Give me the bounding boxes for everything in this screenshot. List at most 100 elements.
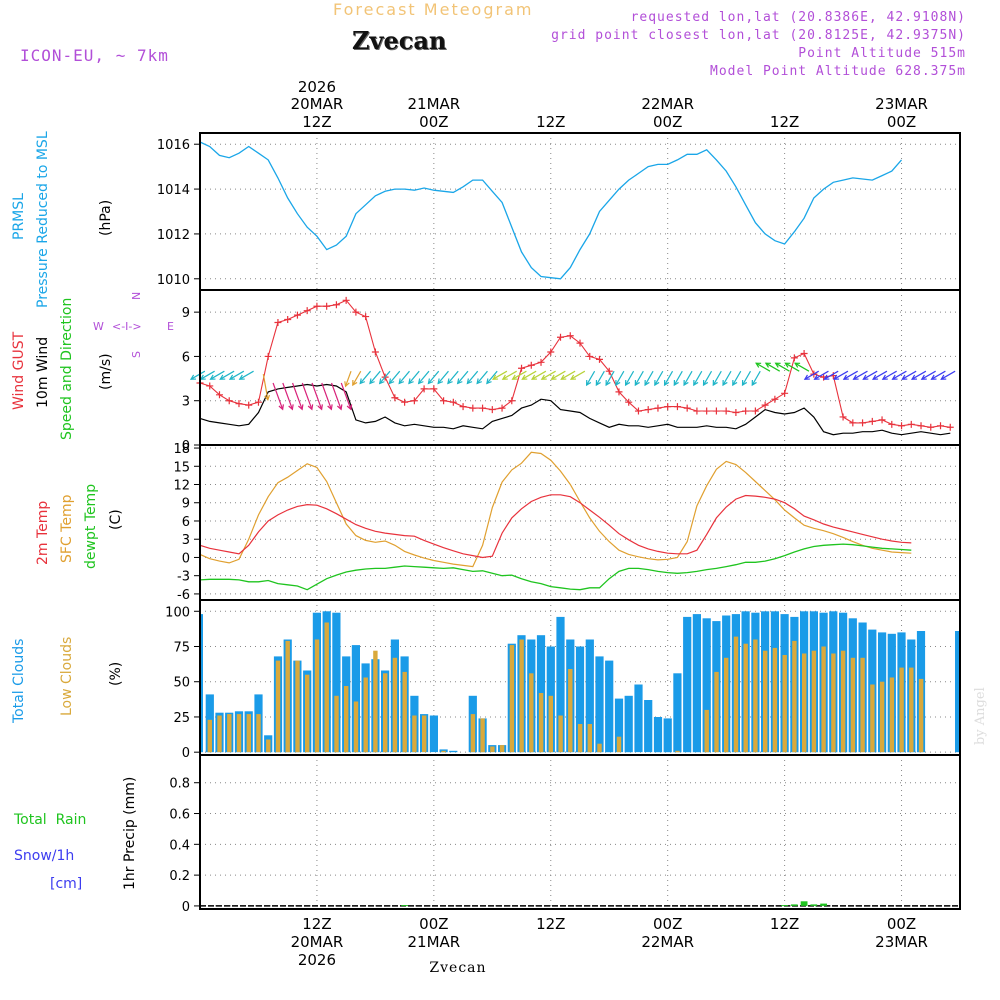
wind-arrow-head bbox=[794, 362, 801, 368]
wind-arrow bbox=[921, 370, 936, 380]
low-cloud-bar bbox=[227, 714, 232, 753]
gust-marker bbox=[508, 397, 516, 405]
y-tick-label: 3 bbox=[182, 395, 190, 410]
wind-arrow bbox=[321, 382, 332, 410]
low-cloud-bar bbox=[373, 650, 378, 753]
wind-arrow-head bbox=[784, 362, 791, 368]
model-point-altitude: Model Point Altitude 628.375m bbox=[710, 64, 966, 79]
total-cloud-bar bbox=[614, 698, 624, 753]
gust-marker bbox=[459, 403, 467, 411]
gust-marker bbox=[868, 417, 876, 425]
low-cloud-bar bbox=[334, 695, 339, 753]
wind-arrow-head bbox=[683, 380, 689, 387]
low-cloud-bar bbox=[412, 715, 417, 753]
gust-marker bbox=[927, 423, 935, 431]
low-cloud-bar bbox=[509, 645, 515, 753]
wind-arrow-head bbox=[378, 378, 385, 385]
low-cloud-bar bbox=[802, 653, 807, 753]
gust-marker bbox=[352, 308, 360, 316]
gust-marker bbox=[742, 407, 750, 415]
wind-arrow-head bbox=[398, 378, 405, 385]
wind-arrow-head bbox=[930, 374, 937, 380]
wind-arrow-head bbox=[346, 404, 353, 411]
wind-arrow-head bbox=[862, 374, 869, 380]
wind-arrow bbox=[654, 370, 664, 386]
pressure-desc-label: Pressure Reduced to MSL bbox=[35, 131, 51, 308]
bottom-time-date: 22MAR bbox=[641, 933, 694, 951]
wind-arrow-head bbox=[456, 378, 463, 385]
wind-arrow bbox=[703, 370, 713, 386]
wind-arrow bbox=[311, 382, 323, 410]
low-cloud-bar bbox=[850, 657, 856, 753]
gust-marker bbox=[605, 367, 613, 375]
low-cloud-bar bbox=[558, 715, 563, 753]
gust-marker bbox=[673, 403, 681, 411]
bottom-time-hour: 00Z bbox=[887, 915, 916, 933]
y-tick-label: 1014 bbox=[157, 183, 190, 198]
gust-marker bbox=[518, 364, 526, 372]
model-name: ICON-EU, ~ 7km bbox=[20, 46, 169, 65]
wind-arrow-head bbox=[634, 380, 640, 387]
wind-arrow-head bbox=[540, 374, 547, 380]
y-tick-label: 0 bbox=[182, 439, 190, 454]
gust-marker bbox=[712, 407, 720, 415]
gust-marker bbox=[537, 358, 545, 366]
gust-marker bbox=[323, 302, 331, 310]
top-time-date: 20MAR bbox=[291, 95, 344, 113]
y-tick-label: 75 bbox=[173, 641, 190, 656]
gust-marker bbox=[683, 404, 691, 412]
y-tick-label: -6 bbox=[177, 588, 190, 603]
gust-marker bbox=[654, 404, 662, 412]
y-tick-label: 50 bbox=[173, 676, 190, 691]
top-time-date: 23MAR bbox=[875, 95, 928, 113]
gust-marker bbox=[703, 407, 711, 415]
bottom-time-hour: 12Z bbox=[302, 915, 331, 933]
sfc-temp-line bbox=[199, 451, 912, 568]
cloud-unit-label: (%) bbox=[108, 662, 124, 686]
top-time-hour: 12Z bbox=[302, 113, 331, 131]
y-tick-label: 100 bbox=[165, 605, 190, 620]
wind-arrow-head bbox=[722, 380, 728, 387]
wind-arrow bbox=[340, 382, 352, 410]
wind-arrow bbox=[551, 370, 566, 380]
total-cloud-bar bbox=[585, 639, 594, 753]
gust-marker bbox=[615, 388, 623, 396]
low-cloud-bar bbox=[246, 714, 251, 753]
y-tick-label: 15 bbox=[173, 460, 190, 475]
low-cloud-bar bbox=[597, 743, 602, 753]
gust-marker bbox=[449, 398, 457, 406]
rain-bar bbox=[781, 905, 788, 907]
top-time-date: 21MAR bbox=[407, 95, 460, 113]
low-cloud-bar bbox=[392, 657, 398, 753]
y-tick-label: 0 bbox=[182, 746, 190, 761]
gust-marker bbox=[790, 354, 798, 362]
low-cloud-bar bbox=[266, 739, 271, 753]
precip-title-label: 1hr Precip (mm) bbox=[122, 777, 138, 890]
wind-arrow bbox=[751, 370, 761, 386]
gust-marker bbox=[625, 398, 633, 406]
wind-labels: Wind GUST 10m Wind Speed and Direction (… bbox=[11, 292, 174, 440]
total-cloud-bar bbox=[644, 700, 653, 753]
wind-arrow-head bbox=[901, 374, 908, 380]
y-tick-label: 9 bbox=[182, 306, 190, 321]
gust-marker bbox=[888, 420, 896, 428]
low-cloud-bar bbox=[899, 667, 904, 753]
gust-marker bbox=[946, 423, 954, 431]
wind-arrow-head bbox=[521, 374, 528, 380]
low-cloud-bar bbox=[792, 640, 797, 753]
y-tick-label: -3 bbox=[177, 570, 190, 585]
top-time-year: 2026 bbox=[298, 78, 336, 96]
rain-bar bbox=[790, 904, 798, 906]
bottom-time-year: 2026 bbox=[298, 951, 336, 969]
gust-marker bbox=[800, 349, 808, 357]
low-cloud-bar bbox=[548, 695, 553, 753]
low-cloud-bar bbox=[840, 650, 846, 753]
wind-arrow bbox=[644, 370, 654, 386]
wind-arrow bbox=[229, 370, 245, 380]
gust-marker bbox=[781, 389, 789, 397]
precip-labels: Total Rain Snow/1h [cm] 1hr Precip (mm) bbox=[13, 777, 138, 892]
wind-arrow bbox=[755, 362, 771, 372]
compass-s: S bbox=[130, 351, 143, 358]
low-cloud-bar bbox=[305, 674, 310, 753]
wind-arrow bbox=[447, 370, 459, 384]
